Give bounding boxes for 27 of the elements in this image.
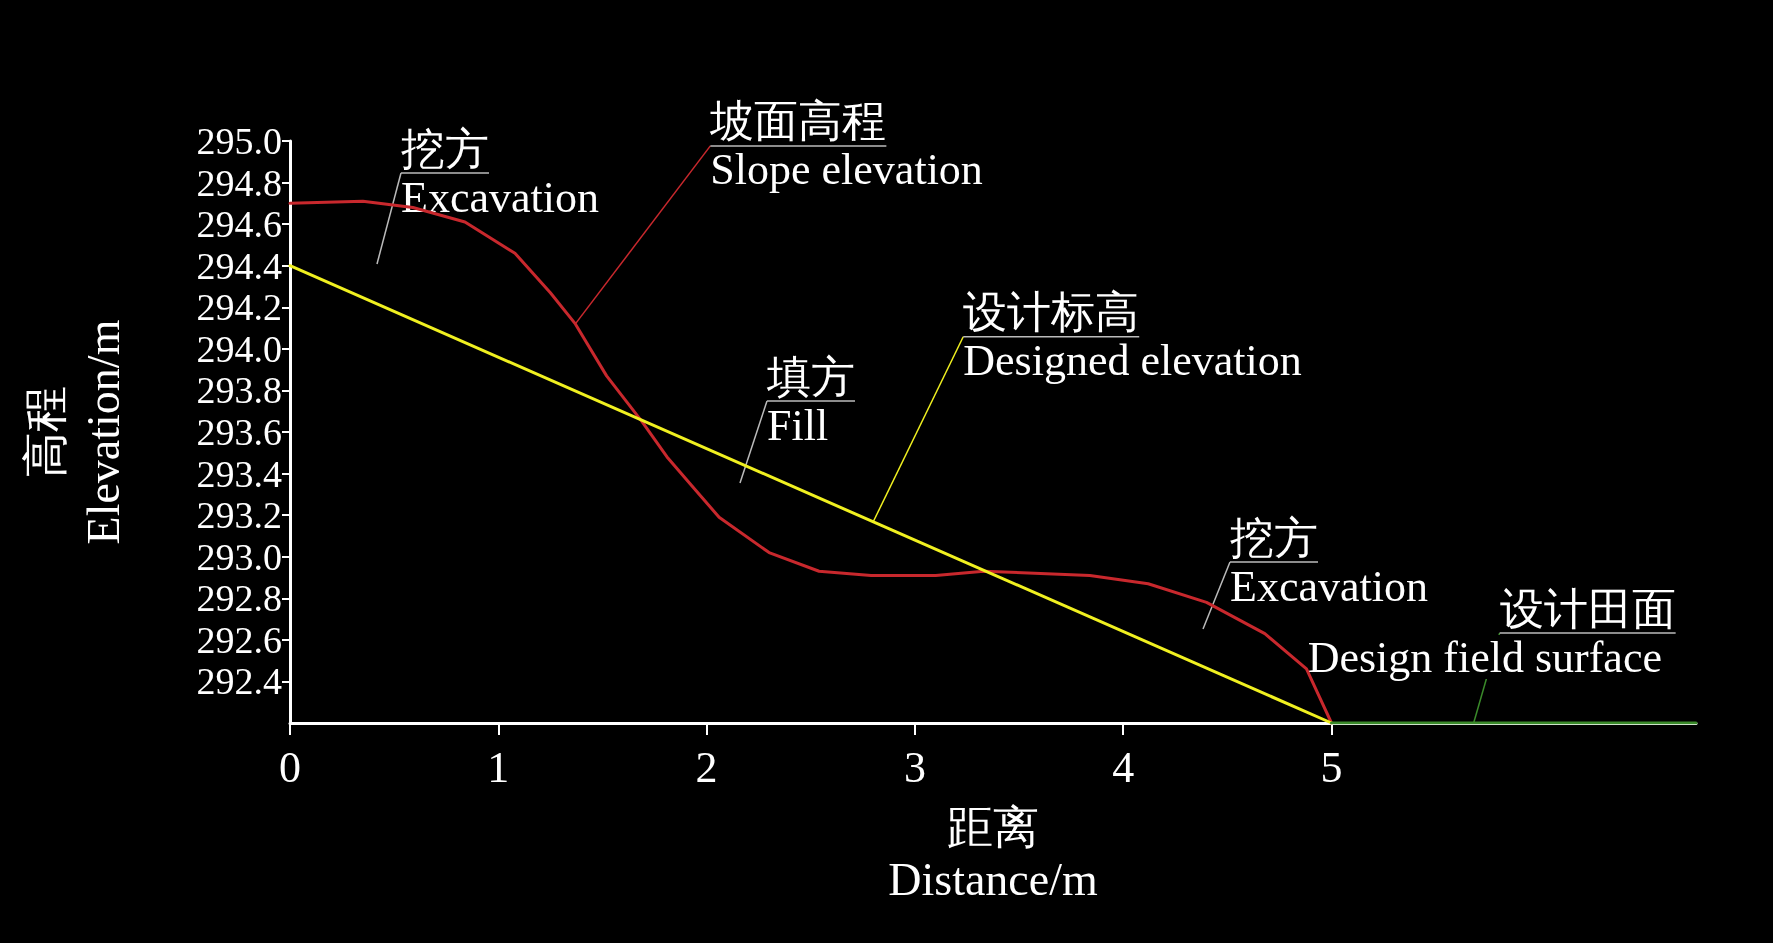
x-tick-label: 5: [1320, 742, 1343, 792]
y-tick-label: 293.6: [196, 411, 282, 453]
text: 坡面高程 Slope elevation: [710, 97, 983, 195]
x-tick-label: 2: [695, 742, 718, 792]
text: 填方 Fill: [767, 352, 855, 450]
y-tick-label: 294.2: [196, 286, 282, 329]
y-tick-label: 295.0: [196, 120, 282, 162]
text: 挖方 Excavation: [401, 124, 599, 222]
x-tick-label: 0: [279, 742, 301, 792]
x-tick-label: 1: [487, 742, 510, 792]
x-tick-label: 4: [1112, 742, 1135, 792]
y-tick-label: 293.8: [196, 369, 282, 412]
y-tick-label: 292.8: [196, 577, 282, 620]
text: 挖方 Excavation: [1230, 513, 1428, 611]
y-tick-label: 293.0: [196, 535, 282, 578]
y-tick-label: 293.2: [196, 494, 282, 537]
y-tick-label: 293.4: [196, 452, 282, 495]
y-tick-label: 294.8: [196, 161, 282, 204]
y-tick-label: 294.0: [196, 327, 282, 370]
y-axis-title: 高程 Elevation/m: [19, 319, 129, 545]
x-axis-title: 距离 Distance/m: [888, 801, 1098, 905]
y-tick-label: 294.4: [196, 244, 282, 287]
x-tick-label: 3: [903, 742, 926, 792]
y-tick-label: 294.6: [196, 203, 282, 246]
text: 设计标高 Designed elevation: [963, 288, 1302, 386]
y-tick-label: 292.4: [196, 660, 282, 703]
y-tick-label: 292.6: [196, 618, 282, 661]
